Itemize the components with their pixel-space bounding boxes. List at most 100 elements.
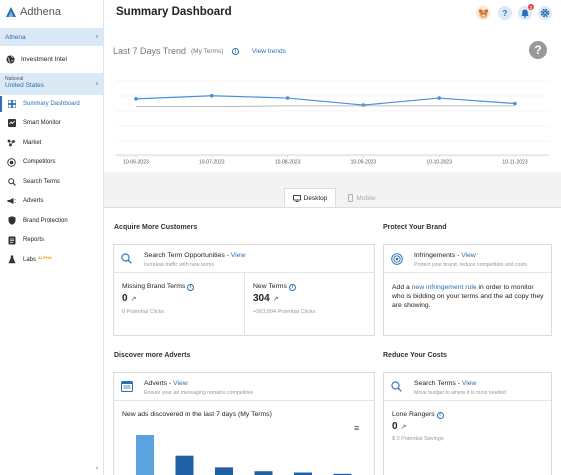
search-icon xyxy=(391,381,402,392)
info-icon[interactable]: i xyxy=(288,283,296,291)
card-header: Search Terms - View Move budget to where… xyxy=(384,373,551,401)
x-tick-label: 10-10-2023 xyxy=(426,160,452,166)
card-subtitle: Protect your brand, reduce competition a… xyxy=(414,262,528,268)
data-point[interactable] xyxy=(437,96,442,100)
tab-mobile[interactable]: Mobile xyxy=(336,188,388,208)
view-infringements-link[interactable]: View xyxy=(461,252,476,259)
sidebar-item-search-terms[interactable]: Search Terms xyxy=(0,172,104,192)
view-adverts-link[interactable]: View xyxy=(173,380,188,387)
new-infringement-rule-link[interactable]: new infringement rule xyxy=(411,284,477,291)
notifications-button[interactable]: 2 xyxy=(518,4,534,20)
sidebar-item-label: Summary Dashboard xyxy=(23,100,80,107)
tab-label: Desktop xyxy=(303,195,328,202)
investment-intel-label: Investment Intel xyxy=(21,55,67,63)
sidebar-item-smart-monitor[interactable]: Smart Monitor xyxy=(0,114,104,134)
investment-intel-item[interactable]: Investment Intel xyxy=(0,50,104,68)
x-tick-label: 10-11-2023 xyxy=(502,160,527,166)
bar[interactable] xyxy=(254,471,273,475)
search-term-opportunities-card: Search Term Opportunities - View Increas… xyxy=(113,244,375,336)
data-point[interactable] xyxy=(513,101,517,106)
logo[interactable]: Adthena xyxy=(6,6,61,18)
tab-desktop[interactable]: Desktop xyxy=(284,188,336,208)
card-header: Adverts - View Ensure your ad messaging … xyxy=(114,373,374,401)
view-opportunities-link[interactable]: View xyxy=(230,252,246,259)
settings-button[interactable] xyxy=(538,6,552,20)
card-header: Infringements - View Protect your brand,… xyxy=(384,245,551,273)
sidebar-item-labs[interactable]: Labs ALPHA xyxy=(0,250,104,270)
device-tabs: Desktop Mobile xyxy=(284,188,388,208)
adverts-card: Adverts - View Ensure your ad messaging … xyxy=(113,372,375,475)
sidebar-item-competitors[interactable]: Competitors xyxy=(0,153,104,173)
external-link-icon[interactable]: ↗ xyxy=(400,424,407,431)
sidebar-item-label: Search Terms xyxy=(23,178,60,185)
hamburger-menu-icon[interactable]: ≡ xyxy=(354,423,360,433)
x-tick-label: 10-07-2023 xyxy=(199,160,225,166)
bell-icon xyxy=(521,9,529,18)
gear-icon xyxy=(540,8,550,18)
monitor-icon xyxy=(7,119,16,128)
external-link-icon[interactable]: ↗ xyxy=(130,296,137,303)
sidebar-item-adverts[interactable]: Adverts xyxy=(0,192,104,212)
series-line xyxy=(135,95,516,106)
top-header: Summary Dashboard ? 2 xyxy=(104,0,561,27)
missing-brand-terms-label: Missing Brand Terms i xyxy=(122,283,195,291)
section-title-protect: Protect Your Brand xyxy=(383,224,447,231)
info-icon[interactable]: i xyxy=(436,411,444,419)
logo-text: Adthena xyxy=(20,6,61,18)
trend-line-chart: 10-06-2023 10-07-2023 10-08-2023 10-09-2023… xyxy=(116,80,549,166)
trend-card: Last 7 Days Trend (My Terms) i View tren… xyxy=(104,27,561,172)
flask-icon xyxy=(7,255,16,264)
card-subtitle: Move budget to where it is most needed xyxy=(414,390,506,396)
x-tick-label: 10-06-2023 xyxy=(123,160,149,166)
search-icon xyxy=(7,177,16,186)
sidebar-item-label: Market xyxy=(23,139,42,146)
dashboard-icon xyxy=(7,99,16,108)
data-point[interactable] xyxy=(361,103,366,107)
lone-rangers-sub: $ 0 Potential Savings xyxy=(392,436,444,442)
lone-rangers-value: 0 ↗ xyxy=(392,421,407,432)
bar[interactable] xyxy=(294,472,312,475)
sidebar-item-brand-protection[interactable]: Brand Protection xyxy=(0,211,104,231)
sidebar-item-label: Reports xyxy=(23,237,45,244)
adverts-chart-title: New ads discovered in the last 7 days (M… xyxy=(122,411,272,418)
info-icon[interactable]: i xyxy=(232,48,239,55)
data-point[interactable] xyxy=(285,96,290,100)
help-button[interactable]: ? xyxy=(498,6,512,20)
search-terms-card: Search Terms - View Move budget to where… xyxy=(383,372,552,475)
section-title-acquire: Acquire More Customers xyxy=(114,224,198,231)
country-selector[interactable]: National United States › xyxy=(0,73,104,95)
x-tick-label: 10-08-2023 xyxy=(275,160,301,166)
x-tick-label: 10-09-2023 xyxy=(351,160,377,166)
data-point[interactable] xyxy=(134,97,138,101)
target-icon xyxy=(391,253,403,265)
info-icon[interactable]: i xyxy=(187,283,195,291)
user-avatar-icon[interactable] xyxy=(476,6,490,20)
sidebar-nav: Summary Dashboard Smart Monitor Market C… xyxy=(0,94,104,270)
advert-icon xyxy=(121,381,133,392)
sidebar-item-label: Competitors xyxy=(23,159,56,166)
data-point[interactable] xyxy=(210,93,214,98)
card-subtitle: Increase traffic with new terms xyxy=(144,262,214,268)
bar[interactable] xyxy=(175,455,194,475)
new-terms-label: New Terms i xyxy=(253,283,296,291)
bar[interactable] xyxy=(333,473,352,475)
sidebar-item-market[interactable]: Market xyxy=(0,133,104,153)
country-name: United States xyxy=(5,82,45,89)
sidebar-item-summary-dashboard[interactable]: Summary Dashboard xyxy=(0,94,104,114)
new-terms-sub: +563,894 Potential Clicks xyxy=(253,309,316,315)
insights-panel: Acquire More Customers Protect Your Bran… xyxy=(104,207,561,475)
bar[interactable] xyxy=(215,467,233,475)
account-name: Athena xyxy=(5,33,26,41)
view-trends-link[interactable]: View trends xyxy=(252,48,286,55)
section-title-reduce: Reduce Your Costs xyxy=(383,352,447,359)
external-link-icon[interactable]: ↗ xyxy=(272,296,279,303)
sidebar-item-reports[interactable]: Reports xyxy=(0,231,104,251)
bar[interactable] xyxy=(136,435,154,475)
section-title-discover: Discover more Adverts xyxy=(114,352,191,359)
trend-help-button[interactable]: ? xyxy=(529,41,547,59)
account-selector[interactable]: Athena › xyxy=(0,28,104,46)
view-search-terms-link[interactable]: View xyxy=(461,380,477,387)
sidebar-item-label: Labs xyxy=(23,256,37,263)
adthena-logo-icon xyxy=(6,7,16,17)
collapse-sidebar-icon[interactable]: ‹ xyxy=(96,465,99,472)
